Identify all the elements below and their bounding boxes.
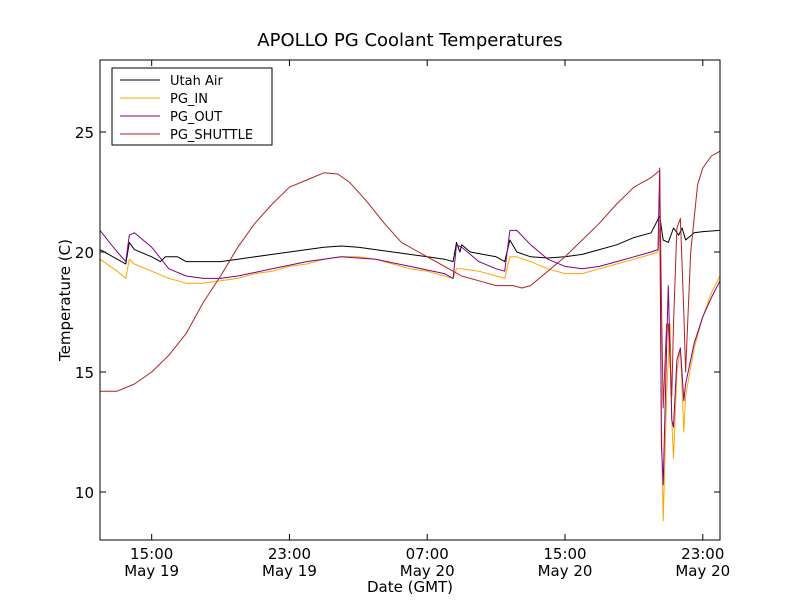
y-axis-label: Temperature (C) bbox=[56, 239, 74, 362]
y-tick-label: 10 bbox=[75, 484, 94, 502]
legend-label: PG_SHUTTLE bbox=[170, 128, 253, 143]
legend-label: PG_IN bbox=[170, 92, 208, 107]
series-line-pg-out bbox=[99, 167, 721, 486]
plot-frame bbox=[99, 59, 721, 541]
y-tick-label: 25 bbox=[75, 124, 94, 142]
x-axis-label: Date (GMT) bbox=[367, 578, 453, 596]
legend: Utah Air PG_IN PG_OUT PG_SHUTTLE bbox=[111, 67, 273, 146]
y-tick-label: 15 bbox=[75, 364, 94, 382]
y-tick-label: 20 bbox=[75, 244, 94, 262]
chart-title: APOLLO PG Coolant Temperatures bbox=[257, 30, 562, 51]
x-tick-label-date: May 20 bbox=[400, 562, 455, 580]
x-tick-label-date: May 19 bbox=[124, 562, 179, 580]
x-tick-label-time: 23:00 bbox=[681, 545, 724, 563]
series-line-pg-shuttle bbox=[100, 150, 721, 409]
legend-box bbox=[111, 67, 273, 146]
x-tick-label-time: 23:00 bbox=[268, 545, 311, 563]
x-tick-label-time: 15:00 bbox=[543, 545, 586, 563]
series-line-utah-air bbox=[99, 215, 721, 265]
x-tick-label-date: May 19 bbox=[262, 562, 317, 580]
series-layer bbox=[99, 150, 721, 522]
legend-label: PG_OUT bbox=[170, 110, 222, 125]
x-tick-label-time: 15:00 bbox=[130, 545, 173, 563]
legend-label: Utah Air bbox=[170, 74, 223, 89]
x-tick-label-date: May 20 bbox=[675, 562, 730, 580]
x-tick-label-time: 07:00 bbox=[406, 545, 449, 563]
x-tick-label-date: May 20 bbox=[538, 562, 593, 580]
